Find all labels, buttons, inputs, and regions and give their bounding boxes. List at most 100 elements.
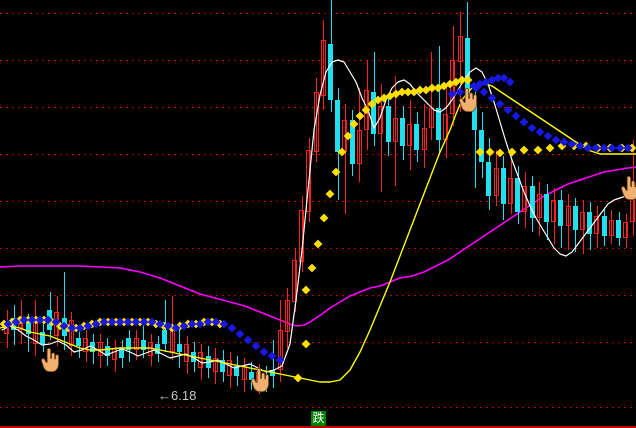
candle-series[interactable] xyxy=(4,0,635,394)
candle[interactable] xyxy=(40,322,45,352)
dot-blue xyxy=(493,73,503,83)
dot-blue xyxy=(481,77,491,87)
status-badge-fall[interactable]: 跌 xyxy=(311,411,326,426)
candle[interactable] xyxy=(566,194,571,250)
dot-yellow xyxy=(301,285,311,295)
candle[interactable] xyxy=(227,352,232,388)
dot-yellow xyxy=(301,339,311,349)
candle[interactable] xyxy=(558,190,563,248)
dot-yellow xyxy=(463,75,473,85)
dot-blue xyxy=(211,317,221,327)
candle[interactable] xyxy=(126,330,131,362)
dot-yellow xyxy=(403,87,413,97)
dot-blue xyxy=(155,319,165,329)
candle[interactable] xyxy=(321,20,326,110)
candle[interactable] xyxy=(278,300,283,382)
dot-yellow xyxy=(427,83,437,93)
MA-yellow xyxy=(0,83,636,383)
dot-blue xyxy=(527,123,537,133)
dot-blue xyxy=(505,77,515,87)
dot-blue xyxy=(511,111,521,121)
candle[interactable] xyxy=(285,288,290,348)
dot-yellow xyxy=(533,145,543,155)
dot-yellow xyxy=(457,75,467,85)
dot-blue xyxy=(591,143,601,153)
dot-blue xyxy=(623,143,633,153)
candle[interactable] xyxy=(328,0,333,112)
dot-blue xyxy=(187,319,197,329)
candle[interactable] xyxy=(479,112,484,178)
ma-line-white xyxy=(1,59,636,373)
candle[interactable] xyxy=(551,188,556,244)
candle[interactable] xyxy=(76,330,81,358)
dot-blue xyxy=(519,117,529,127)
dot-yellow xyxy=(319,213,329,223)
candle[interactable] xyxy=(83,330,88,362)
dot-blue xyxy=(535,127,545,137)
candle[interactable] xyxy=(508,158,513,214)
dot-blue xyxy=(235,329,245,339)
candle[interactable] xyxy=(587,202,592,250)
dot-yellow xyxy=(373,95,383,105)
dot-blue xyxy=(3,319,13,329)
dot-blue xyxy=(27,315,37,325)
dot-blue xyxy=(51,317,61,327)
candle[interactable] xyxy=(386,96,391,156)
dot-blue xyxy=(499,73,509,83)
candle[interactable] xyxy=(69,312,74,356)
candle[interactable] xyxy=(609,210,614,244)
dot-blue xyxy=(91,319,101,329)
dot-yellow xyxy=(409,87,419,97)
dot-yellow xyxy=(337,147,347,157)
candle[interactable] xyxy=(429,52,434,140)
candle[interactable] xyxy=(530,176,535,232)
dot-yellow xyxy=(451,77,461,87)
candle[interactable] xyxy=(350,110,355,176)
candle[interactable] xyxy=(537,182,542,236)
dot-blue xyxy=(615,143,625,153)
candle[interactable] xyxy=(544,184,549,240)
candle[interactable] xyxy=(220,350,225,382)
candle[interactable] xyxy=(594,206,599,248)
candle[interactable] xyxy=(400,106,405,160)
dot-blue xyxy=(123,317,133,327)
dot-blue xyxy=(139,317,149,327)
candle[interactable] xyxy=(119,340,124,368)
dot-blue xyxy=(107,317,117,327)
candle[interactable] xyxy=(335,88,340,200)
candle[interactable] xyxy=(234,356,239,386)
candle[interactable] xyxy=(414,112,419,162)
candle[interactable] xyxy=(494,150,499,206)
dot-blue xyxy=(259,347,269,357)
candle[interactable] xyxy=(407,100,412,170)
candle[interactable] xyxy=(105,338,110,366)
candle[interactable] xyxy=(580,200,585,254)
candle[interactable] xyxy=(573,198,578,252)
dot-yellow xyxy=(519,145,529,155)
candle[interactable] xyxy=(314,78,319,162)
candle[interactable] xyxy=(213,348,218,384)
candle[interactable] xyxy=(422,104,427,168)
candle[interactable] xyxy=(501,156,506,220)
dot-yellow xyxy=(331,167,341,177)
dot-yellow xyxy=(421,85,431,95)
candle[interactable] xyxy=(623,214,628,248)
candle[interactable] xyxy=(436,46,441,152)
dot-blue xyxy=(575,141,585,151)
dot-yellow xyxy=(391,89,401,99)
candle[interactable] xyxy=(371,52,376,146)
candle[interactable] xyxy=(602,208,607,246)
dot-yellow xyxy=(343,131,353,141)
candle[interactable] xyxy=(357,88,362,182)
dot-yellow xyxy=(495,148,505,158)
dot-yellow xyxy=(415,85,425,95)
dot-yellow xyxy=(433,83,443,93)
dot-yellow xyxy=(293,373,303,383)
dot-blue xyxy=(487,93,497,103)
candle[interactable] xyxy=(616,212,621,246)
dot-blue xyxy=(59,321,69,331)
dot-blue xyxy=(447,89,457,99)
dot-blue xyxy=(179,321,189,331)
